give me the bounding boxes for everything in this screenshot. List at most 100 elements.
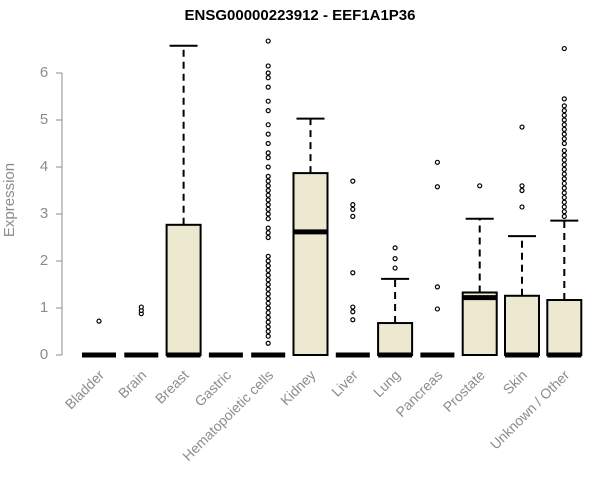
y-axis-label: Expression [1, 163, 18, 237]
outlier-point [265, 206, 271, 212]
outlier-point [561, 147, 567, 154]
outlier-point [350, 304, 356, 310]
y-tick-label: 1 [40, 299, 48, 316]
outlier-point [561, 199, 567, 205]
x-tick-label: Brain [115, 367, 149, 401]
y-axis: 0 1 2 3 4 5 6 [40, 64, 63, 363]
outlier-point [265, 216, 271, 222]
outlier-point [265, 63, 271, 69]
box-brain [124, 304, 159, 358]
outlier-point [265, 277, 271, 283]
box-kidney [292, 117, 329, 356]
box-breast [165, 44, 202, 358]
x-tick-label: Bladder [62, 367, 108, 413]
outlier-point [265, 253, 271, 259]
outlier-point [434, 306, 440, 312]
outlier-point [265, 281, 271, 288]
x-tick-label: Breast [152, 367, 192, 407]
outlier-point [265, 230, 271, 236]
outlier-point [561, 171, 567, 177]
outlier-point [265, 286, 271, 292]
outlier-point [392, 256, 398, 262]
boxes-group [82, 38, 583, 358]
outlier-point [138, 304, 144, 310]
outlier-point [350, 202, 356, 208]
box-rect [504, 294, 540, 356]
x-tick-label: Skin [500, 367, 531, 398]
outlier-point [561, 194, 567, 201]
outlier-point [265, 197, 271, 203]
outlier-point [265, 310, 271, 316]
box-pancreas [420, 159, 455, 358]
outlier-point [265, 202, 271, 208]
outlier-point [265, 122, 271, 128]
box-lung [377, 245, 414, 358]
outlier-point [561, 213, 567, 219]
outlier-point [561, 140, 567, 147]
outlier-point [350, 206, 356, 212]
box-prostate [461, 183, 498, 356]
x-tick-label: Prostate [440, 367, 488, 415]
box-rect [165, 223, 202, 356]
box-rect [546, 299, 583, 357]
outlier-point [265, 75, 271, 81]
outlier-point [561, 190, 567, 196]
outlier-point [561, 136, 567, 142]
box-hematopoietic-cells [251, 38, 286, 358]
outlier-point [265, 164, 271, 170]
outlier-point [561, 126, 567, 132]
outlier-point [265, 319, 271, 325]
box-unknown-other [546, 45, 583, 358]
y-tick-label: 5 [40, 111, 48, 128]
outlier-point [265, 225, 271, 231]
outlier-point [265, 155, 271, 161]
box-rect [377, 322, 414, 357]
outlier-point [350, 213, 356, 219]
outlier-point [265, 305, 271, 311]
outlier-point [561, 185, 567, 191]
outlier-point [265, 300, 271, 306]
box-skin [504, 124, 540, 358]
outlier-point [265, 178, 271, 184]
outlier-point [561, 162, 567, 168]
outlier-point [265, 258, 271, 264]
outlier-point [392, 265, 398, 271]
outlier-point [350, 317, 356, 323]
outlier-point [265, 267, 271, 273]
outlier-point [477, 183, 483, 189]
outlier-point [519, 204, 525, 210]
outlier-point [265, 263, 271, 269]
outlier-point [561, 117, 567, 123]
outlier-point [265, 333, 271, 339]
outlier-point [561, 204, 567, 210]
outlier-point [265, 272, 271, 278]
outlier-point [265, 328, 271, 335]
y-tick-label: 3 [40, 205, 48, 222]
outlier-point [434, 159, 440, 165]
outlier-point [265, 192, 271, 198]
y-tick-label: 6 [40, 64, 48, 81]
outlier-point [350, 270, 356, 276]
box-rect [292, 172, 329, 356]
outlier-point [561, 122, 567, 128]
y-tick-label: 4 [40, 158, 48, 175]
outlier-point [561, 96, 567, 102]
outlier-point [265, 84, 271, 90]
outlier-point [96, 318, 102, 324]
outlier-point [561, 180, 567, 187]
chart-title: ENSG00000223912 - EEF1A1P36 [184, 7, 416, 24]
outlier-point [265, 314, 271, 320]
outlier-point [265, 183, 271, 189]
outlier-point [350, 309, 356, 315]
x-tick-label: Lung [370, 367, 403, 400]
outlier-point [561, 112, 567, 118]
outlier-point [265, 291, 271, 297]
outlier-point [434, 184, 440, 190]
outlier-point [561, 45, 567, 52]
x-tick-label: Kidney [277, 367, 319, 409]
outlier-point [434, 284, 440, 290]
outlier-point [265, 173, 271, 179]
outlier-point [561, 166, 567, 172]
